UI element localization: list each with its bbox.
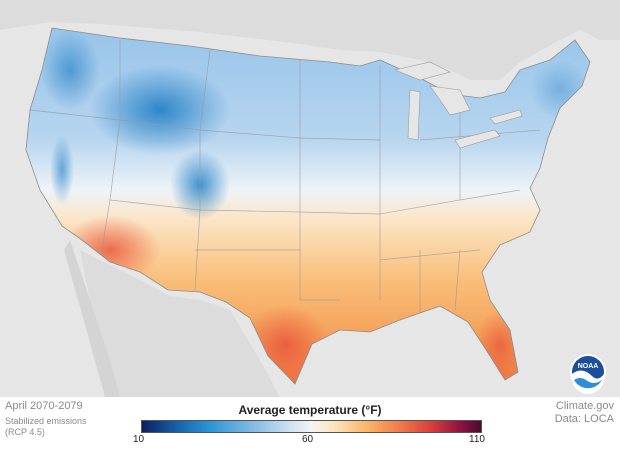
great-lakes bbox=[393, 61, 523, 149]
mexico-landmass bbox=[80, 250, 280, 397]
noaa-logo: NOAA bbox=[570, 354, 606, 394]
baja-peninsula bbox=[64, 240, 120, 397]
cold-region-cascades bbox=[40, 30, 100, 110]
legend-footer: April 2070-2079 Stabilized emissions (RC… bbox=[0, 397, 620, 450]
legend-min-tick: 10 bbox=[133, 434, 145, 445]
source-credit: Climate.gov bbox=[555, 400, 614, 412]
state-borders bbox=[29, 40, 541, 320]
cold-region-rockies bbox=[90, 65, 230, 155]
map-area: NOAA bbox=[0, 0, 620, 397]
canada-landmass bbox=[0, 0, 620, 80]
cold-region-sierra bbox=[50, 135, 74, 205]
cold-region-northeast bbox=[530, 60, 590, 120]
us-temperature-map: NOAA bbox=[0, 0, 620, 397]
legend-max-tick: 110 bbox=[469, 434, 485, 445]
data-credit: Data: LOCA bbox=[554, 413, 614, 425]
legend-title: Average temperature (°F) bbox=[238, 403, 382, 417]
svg-text:NOAA: NOAA bbox=[578, 363, 599, 370]
scenario-rcp-label: (RCP 4.5) bbox=[5, 427, 45, 437]
period-label: April 2070-2079 bbox=[5, 400, 83, 412]
scenario-label: Stabilized emissions bbox=[5, 416, 87, 426]
temperature-color-scale bbox=[141, 420, 482, 433]
legend-mid-tick: 60 bbox=[302, 434, 314, 445]
